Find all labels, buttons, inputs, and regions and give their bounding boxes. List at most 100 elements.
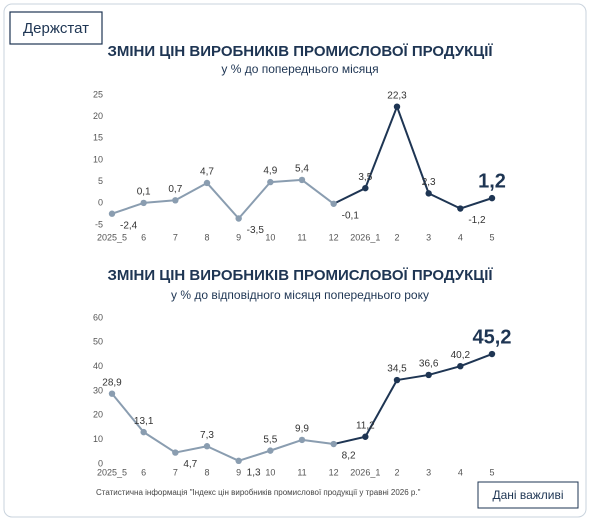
x-tick-label: 8 bbox=[204, 467, 209, 477]
line-segment bbox=[364, 379, 398, 438]
x-tick-label: 4 bbox=[458, 467, 463, 477]
y-tick-label: 0 bbox=[98, 458, 103, 468]
tagline: Дані важливі bbox=[492, 488, 563, 502]
point bbox=[235, 215, 242, 222]
point bbox=[108, 210, 116, 217]
x-tick-label: 2 bbox=[394, 467, 399, 477]
point bbox=[203, 179, 211, 187]
point bbox=[488, 194, 496, 202]
value-label: 8,2 bbox=[342, 451, 356, 462]
line-segment bbox=[459, 353, 493, 368]
x-tick-label: 12 bbox=[329, 232, 339, 242]
value-label: -0,1 bbox=[342, 210, 360, 221]
line-segment bbox=[206, 182, 240, 220]
value-label: 22,3 bbox=[387, 90, 407, 101]
value-label: 36,6 bbox=[419, 359, 439, 370]
line-segment bbox=[396, 106, 430, 194]
point bbox=[488, 350, 496, 358]
line-segment bbox=[175, 445, 208, 454]
line-segment bbox=[301, 438, 334, 446]
point bbox=[298, 436, 306, 444]
x-tick-label: 10 bbox=[265, 467, 275, 477]
point bbox=[108, 390, 116, 397]
line-segment bbox=[301, 179, 335, 205]
value-label: 13,1 bbox=[134, 416, 154, 427]
point bbox=[267, 178, 274, 186]
chart-subtitle: у % до попереднього місяця bbox=[221, 62, 378, 76]
y-tick-label: 15 bbox=[93, 133, 103, 143]
value-label: 5,5 bbox=[263, 434, 277, 445]
value-label-highlight: 1,2 bbox=[478, 170, 506, 192]
value-label: 4,7 bbox=[183, 459, 197, 470]
x-tick-label: 4 bbox=[458, 232, 463, 242]
line-segment bbox=[143, 431, 176, 454]
value-label: 0,1 bbox=[137, 187, 151, 198]
value-label: 4,7 bbox=[200, 167, 214, 178]
value-label: 11,2 bbox=[356, 420, 375, 431]
line-segment bbox=[460, 197, 493, 210]
x-tick-label: 2025_5 bbox=[97, 467, 127, 477]
x-tick-label: 8 bbox=[204, 232, 209, 242]
point bbox=[393, 103, 401, 110]
logo-box bbox=[9, 11, 103, 45]
point bbox=[457, 362, 464, 370]
value-label-highlight: 45,2 bbox=[473, 326, 512, 348]
line-segment bbox=[364, 106, 398, 189]
line-segment bbox=[237, 181, 272, 220]
point bbox=[235, 457, 242, 465]
x-tick-label: 7 bbox=[173, 232, 178, 242]
x-tick-label: 5 bbox=[489, 232, 494, 242]
x-tick-label: 5 bbox=[489, 467, 494, 477]
x-tick-label: 11 bbox=[297, 467, 306, 477]
point bbox=[172, 197, 179, 204]
x-tick-label: 2026_1 bbox=[350, 232, 380, 242]
point bbox=[425, 371, 432, 379]
tagline-box bbox=[477, 481, 579, 509]
x-tick-label: 12 bbox=[329, 467, 339, 477]
y-tick-label: 10 bbox=[93, 154, 103, 164]
point bbox=[362, 184, 369, 192]
chart-title: ЗМІНИ ЦІН ВИРОБНИКІВ ПРОМИСЛОВОЇ ПРОДУКЦ… bbox=[107, 267, 493, 284]
x-tick-label: 2 bbox=[394, 232, 399, 242]
value-label: -2,4 bbox=[120, 220, 138, 231]
value-label: 40,2 bbox=[451, 350, 471, 361]
line-segment bbox=[428, 365, 461, 376]
line-segment bbox=[333, 435, 366, 446]
y-tick-label: 60 bbox=[93, 312, 103, 322]
point bbox=[330, 200, 337, 207]
line-segment bbox=[428, 192, 461, 210]
y-tick-label: 0 bbox=[98, 198, 103, 208]
line-segment bbox=[238, 449, 271, 462]
value-label: 2,3 bbox=[422, 177, 436, 188]
y-tick-label: -5 bbox=[95, 219, 103, 229]
value-label: -1,2 bbox=[468, 215, 486, 226]
value-label: 9,9 bbox=[295, 424, 309, 435]
x-tick-label: 6 bbox=[141, 232, 146, 242]
point bbox=[457, 205, 464, 212]
y-tick-label: 30 bbox=[93, 385, 103, 395]
line-segment bbox=[111, 393, 145, 433]
line-segment bbox=[270, 438, 303, 452]
y-tick-label: 10 bbox=[93, 434, 103, 444]
x-tick-label: 9 bbox=[236, 232, 241, 242]
point bbox=[140, 199, 147, 207]
line-segment bbox=[111, 201, 144, 215]
point bbox=[362, 433, 369, 440]
line-segment bbox=[143, 199, 176, 204]
value-label: 34,5 bbox=[387, 364, 407, 375]
value-label: 5,4 bbox=[295, 164, 309, 175]
point bbox=[267, 447, 274, 454]
x-tick-label: 7 bbox=[173, 467, 178, 477]
y-tick-label: 40 bbox=[93, 361, 103, 371]
frame bbox=[3, 3, 587, 518]
value-label: 28,9 bbox=[102, 377, 122, 388]
line-segment bbox=[206, 445, 240, 462]
line-segment bbox=[270, 178, 303, 184]
point bbox=[425, 190, 432, 197]
value-label: 3,5 bbox=[358, 172, 372, 183]
y-tick-label: 20 bbox=[93, 410, 103, 420]
x-tick-label: 2025_5 bbox=[97, 232, 127, 242]
point bbox=[172, 449, 179, 456]
point bbox=[393, 376, 401, 384]
